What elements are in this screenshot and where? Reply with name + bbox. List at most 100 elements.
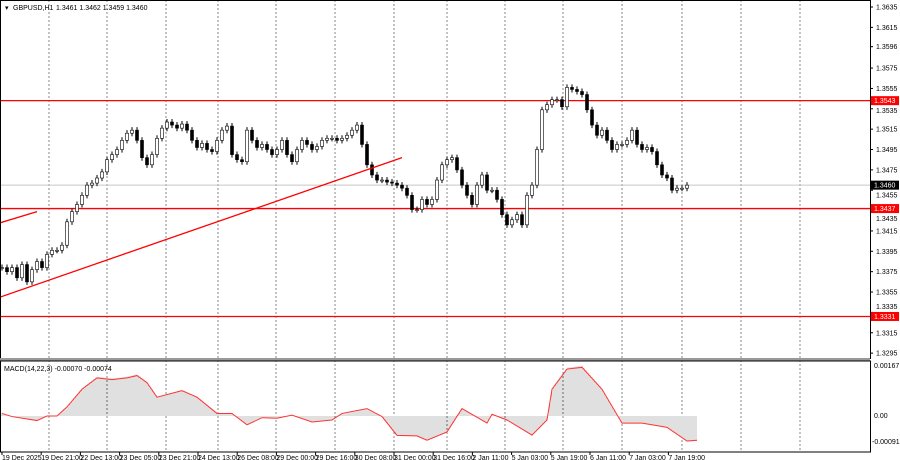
bull-candle	[85, 184, 89, 196]
bear-candle	[25, 264, 29, 283]
bear-candle	[485, 174, 489, 191]
bear-candle	[290, 154, 294, 163]
bear-candle	[240, 159, 244, 163]
bear-candle	[235, 154, 239, 161]
price-axis[interactable]: 1.36351.36151.35961.35751.35551.35351.35…	[870, 5, 898, 358]
bull-candle	[350, 129, 354, 136]
price-tags: 1.3543 1.3437 1.3331 1.3460	[871, 96, 899, 321]
bull-candle	[130, 129, 134, 134]
bear-candle	[5, 267, 9, 272]
bull-candle	[340, 138, 344, 141]
y-tick-label: 1.3596	[876, 44, 898, 51]
x-tick-label: 5 Jan 03:00	[512, 455, 549, 460]
bull-candle	[150, 154, 154, 166]
symbol-arrow-icon[interactable]: ▾	[5, 5, 9, 12]
bull-candle	[545, 104, 549, 111]
bear-candle	[500, 199, 504, 215]
bear-candle	[250, 129, 254, 141]
bull-candle	[10, 267, 14, 272]
x-tick-label: 19 Dec 21:00	[41, 455, 83, 460]
bull-candle	[95, 177, 99, 184]
bull-candle	[620, 144, 624, 146]
y-tick-label: 1.3555	[876, 86, 898, 93]
y-tick-label: 1.3615	[876, 25, 898, 32]
bear-candle	[185, 123, 189, 131]
bull-candle	[200, 143, 204, 148]
macd-axis-min: -0.00091	[872, 439, 900, 446]
bear-candle	[145, 157, 149, 166]
bear-candle	[665, 174, 669, 179]
bull-candle	[480, 174, 484, 186]
bull-candle	[435, 179, 439, 200]
bull-candle	[430, 199, 434, 205]
bull-candle	[550, 99, 554, 106]
bull-candle	[275, 149, 279, 155]
bull-candle	[440, 164, 444, 181]
ohlc-readout: 1.3461 1.3462 1.3459 1.3460	[56, 5, 148, 12]
bear-candle	[230, 125, 234, 155]
bear-candle	[425, 199, 429, 205]
bull-candle	[155, 138, 159, 155]
bull-candle	[55, 250, 59, 252]
y-tick-label: 1.3395	[876, 249, 898, 256]
bear-candle	[385, 179, 389, 183]
y-tick-label: 1.3575	[876, 66, 898, 73]
x-tick-label: 30 Dec 08:00	[355, 455, 397, 460]
level-tag-label: 1.3543	[874, 98, 896, 105]
bear-candle	[520, 214, 524, 226]
bear-candle	[585, 94, 589, 111]
bull-candle	[20, 264, 24, 279]
bull-candle	[645, 147, 649, 150]
y-tick-label: 1.3375	[876, 269, 898, 276]
bear-candle	[560, 99, 564, 108]
bull-candle	[225, 125, 229, 131]
bull-candle	[70, 211, 74, 223]
x-tick-label: 23 Dec 21:00	[159, 455, 201, 460]
bear-candle	[335, 138, 339, 141]
trendlines	[0, 157, 403, 298]
bear-candle	[495, 189, 499, 200]
bull-candle	[625, 140, 629, 145]
macd-signal-line	[1, 366, 698, 442]
bear-candle	[470, 195, 474, 205]
bull-candle	[110, 154, 114, 161]
bull-candle	[75, 204, 79, 212]
bear-candle	[640, 144, 644, 150]
bear-candle	[375, 174, 379, 181]
bull-candle	[165, 121, 169, 129]
y-tick-label: 1.3355	[876, 290, 898, 297]
y-tick-label: 1.3495	[876, 147, 898, 154]
bear-candle	[195, 140, 199, 148]
x-tick-label: 26 Dec 08:00	[237, 455, 279, 460]
pane-separator[interactable]	[0, 358, 870, 361]
macd-label: MACD(14,22,3) -0.00070 -0.00074	[4, 366, 112, 373]
bear-candle	[270, 149, 274, 155]
level-tag	[871, 311, 899, 321]
symbol-title: GBPUSD,H1	[13, 5, 54, 12]
bull-candle	[525, 195, 529, 226]
bull-candle	[675, 187, 679, 191]
bull-candle	[100, 171, 104, 179]
bull-candle	[325, 138, 329, 141]
bear-candle	[505, 214, 509, 226]
x-tick-label: 24 Dec 13:00	[198, 455, 240, 460]
grid	[48, 0, 801, 452]
bear-candle	[635, 129, 639, 145]
bull-candle	[315, 146, 319, 150]
y-tick-label: 1.3435	[876, 216, 898, 223]
bull-candle	[355, 124, 359, 131]
x-tick-label: 31 Dec 00:00	[394, 455, 436, 460]
bear-candle	[265, 144, 269, 150]
current-price-tag	[871, 180, 899, 190]
main-pane-border	[0, 0, 871, 359]
x-tick-label: 31 Dec 16:00	[433, 455, 475, 460]
x-tick-label: 6 Jan 11:00	[590, 455, 626, 460]
bull-candle	[65, 221, 69, 246]
level-tag-label: 1.3437	[874, 206, 896, 213]
bull-candle	[30, 269, 34, 283]
bull-candle	[565, 87, 569, 108]
bear-candle	[650, 147, 654, 152]
bull-candle	[35, 261, 39, 270]
